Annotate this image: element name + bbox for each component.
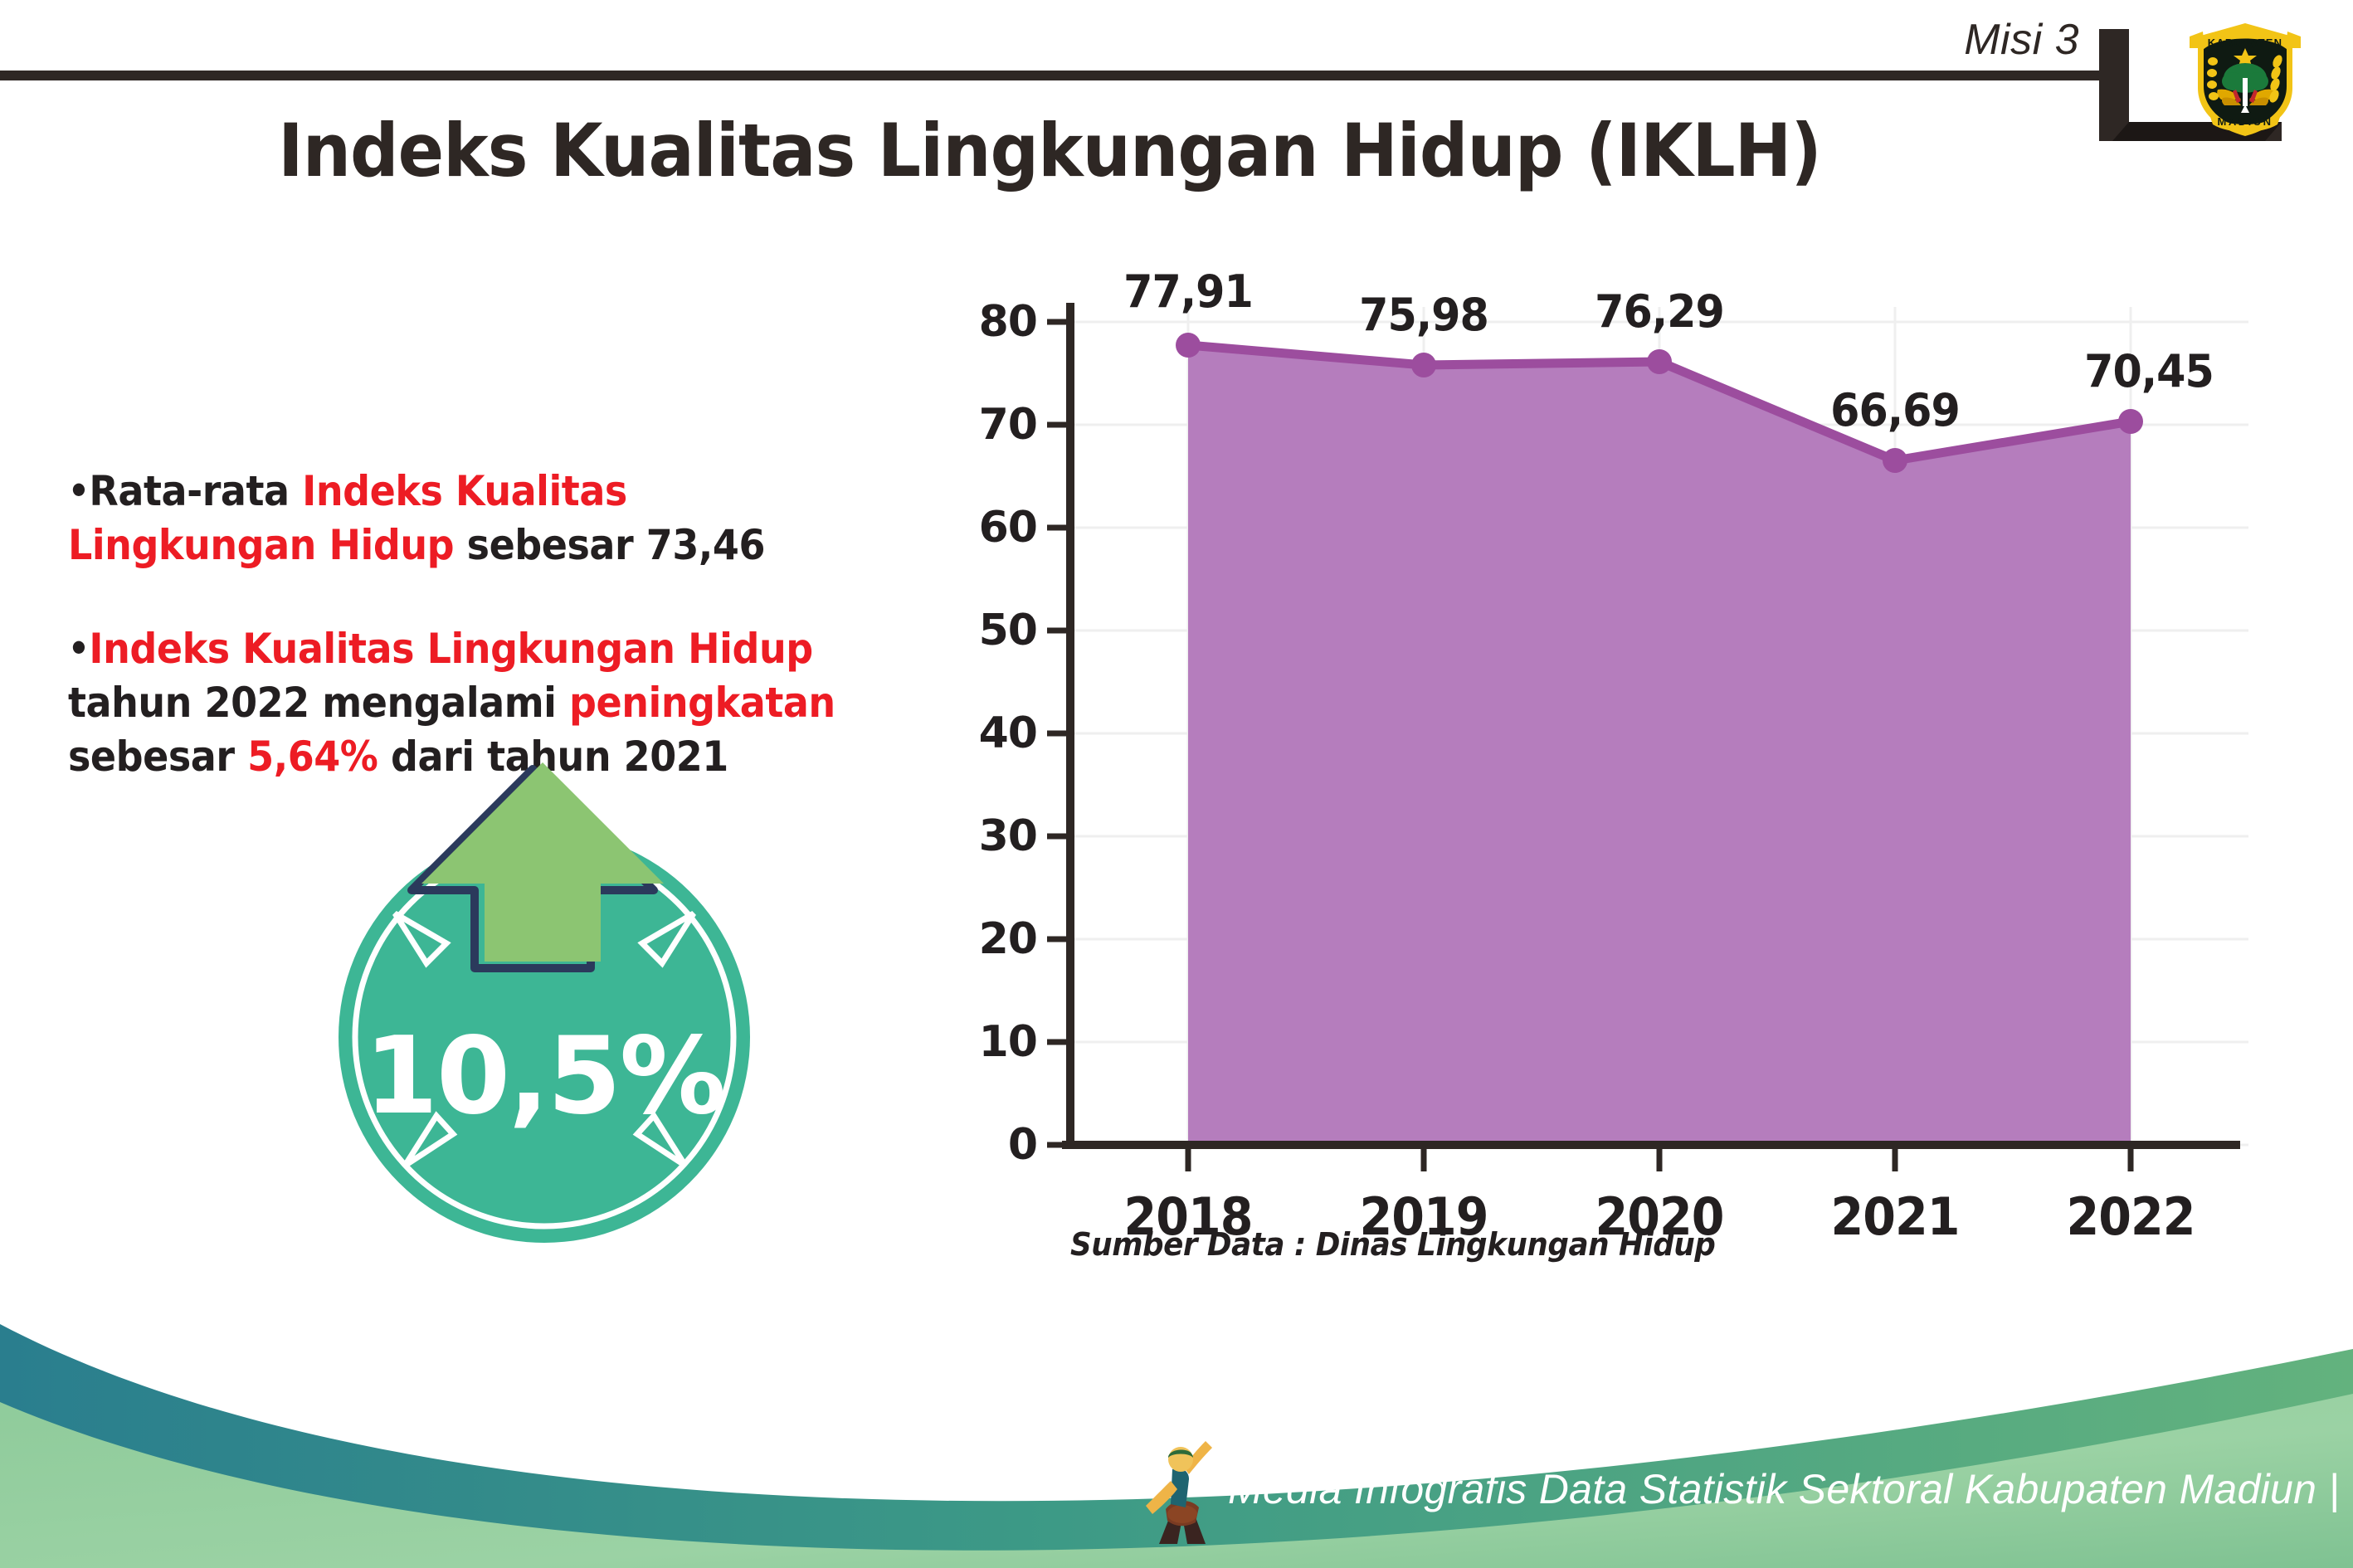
iklh-area-chart: 0 10 20 30 40 50 60 70 80 2018 2019 2020… xyxy=(979,265,2307,1247)
kabupaten-madiun-logo: KABUPATEN MADIUN xyxy=(2190,23,2301,136)
x-tick-label-2022: 2022 xyxy=(2066,1186,2195,1247)
bullet-0-seg-1: Indeks Kualitas Lingkungan Hidup xyxy=(68,467,627,569)
chart-source-note: Sumber Data : Dinas Lingkungan Hidup xyxy=(1070,1226,1716,1263)
logo-top-banner-text: KABUPATEN xyxy=(2208,37,2282,49)
x-tick-label-2019: 2019 xyxy=(1359,1186,1488,1247)
bullet-1-seg-3: sebesar xyxy=(68,733,248,781)
badge-corner-triangles xyxy=(392,910,696,1168)
footer-caption: Media Infografis Data Statistik Sektoral… xyxy=(1228,1466,2340,1512)
misi-label: Misi 3 xyxy=(1964,16,2079,64)
x-tick-label-2020: 2020 xyxy=(1595,1186,1724,1247)
y-tick-label-70: 70 xyxy=(978,400,1038,450)
footer-wave xyxy=(0,1324,2353,1568)
y-tick-label-60: 60 xyxy=(978,503,1038,553)
list-item: •Indeks Kualitas Lingkungan Hidup tahun … xyxy=(68,622,877,784)
chart-x-ticks xyxy=(1185,1145,2134,1171)
data-label-2022: 70,45 xyxy=(2084,345,2214,397)
y-tick-label-80: 80 xyxy=(978,297,1038,347)
y-tick-label-0: 0 xyxy=(1007,1120,1038,1170)
dancer-logo-icon xyxy=(1146,1441,1212,1544)
y-tick-label-40: 40 xyxy=(978,709,1038,758)
bullet-0-seg-2: sebesar 73,46 xyxy=(454,521,766,569)
arrow-outline xyxy=(407,765,658,972)
logo-bottom-banner-text: MADIUN xyxy=(2218,115,2273,128)
up-arrow-icon xyxy=(421,762,664,962)
page-title: Indeks Kualitas Lingkungan Hidup (IKLH) xyxy=(278,108,1822,193)
chart-canvas xyxy=(1047,303,2248,1171)
bullet-1-seg-0: Indeks Kualitas Lingkungan Hidup xyxy=(89,625,813,673)
footer-wave-light xyxy=(0,1394,2353,1568)
x-tick-label-2021: 2021 xyxy=(1830,1186,1960,1247)
chart-y-ticks xyxy=(1047,319,1070,1148)
y-tick-label-20: 20 xyxy=(978,914,1038,964)
bullet-list: •Rata-rata Indeks Kualitas Lingkungan Hi… xyxy=(68,465,948,784)
badge-value: 10,5% xyxy=(363,1015,726,1138)
bullet-1-seg-4: 5,64% xyxy=(247,733,378,781)
data-label-2020: 76,29 xyxy=(1595,285,1725,338)
increase-badge-graphic xyxy=(339,762,750,1243)
bullet-0-seg-0: Rata-rata xyxy=(89,467,303,515)
bullet-1-seg-2: peningkatan xyxy=(569,679,835,727)
header-divider-line xyxy=(0,71,2099,80)
y-tick-label-50: 50 xyxy=(978,606,1038,655)
chart-data-markers xyxy=(1176,333,2143,473)
increase-badge: 10,5% xyxy=(329,751,760,1249)
data-label-2021: 66,69 xyxy=(1830,384,1961,436)
y-tick-label-10: 10 xyxy=(978,1017,1038,1067)
x-tick-label-2018: 2018 xyxy=(1123,1186,1253,1247)
data-label-2019: 75,98 xyxy=(1359,289,1489,341)
list-item: •Rata-rata Indeks Kualitas Lingkungan Hi… xyxy=(68,465,877,572)
chart-area-fill xyxy=(1188,345,2131,1145)
bullet-1-seg-1: tahun 2022 mengalami xyxy=(68,679,570,727)
bullet-1-seg-5: dari tahun 2021 xyxy=(378,733,728,781)
data-label-2018: 77,91 xyxy=(1123,265,1254,318)
bullet-dot: • xyxy=(68,627,90,670)
y-tick-label-30: 30 xyxy=(978,811,1038,861)
bullet-dot: • xyxy=(68,470,90,513)
